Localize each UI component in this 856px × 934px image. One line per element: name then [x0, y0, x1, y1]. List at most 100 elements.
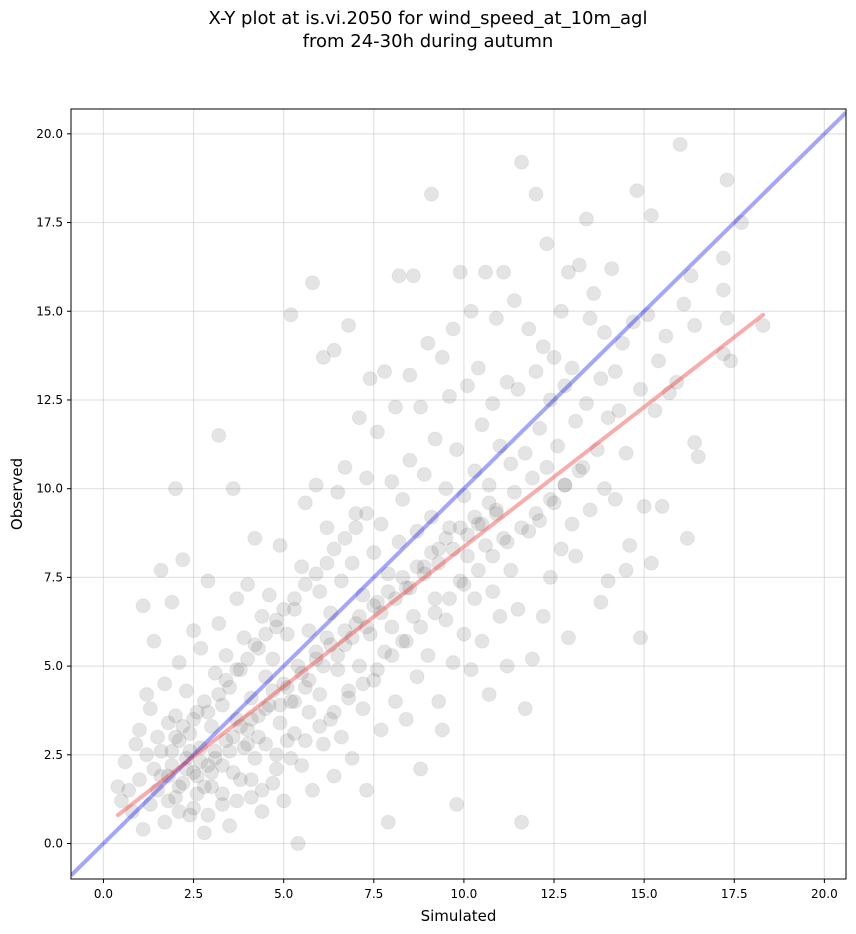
x-axis-label: Simulated — [421, 907, 497, 925]
data-point — [326, 768, 342, 784]
data-point — [308, 651, 324, 667]
data-point — [532, 420, 548, 436]
data-point — [301, 623, 317, 639]
data-point — [553, 541, 569, 557]
data-point — [434, 722, 450, 738]
data-point — [283, 694, 299, 710]
data-point — [135, 598, 151, 614]
data-point — [178, 761, 194, 777]
data-point — [470, 562, 486, 578]
data-point — [420, 647, 436, 663]
data-point — [243, 772, 259, 788]
data-point — [286, 726, 302, 742]
data-point — [362, 371, 378, 387]
data-point — [427, 431, 443, 447]
data-point — [380, 584, 396, 600]
data-point — [196, 694, 212, 710]
data-point — [326, 704, 342, 720]
data-point — [243, 690, 259, 706]
data-point — [586, 286, 602, 302]
data-point — [272, 697, 288, 713]
data-point — [510, 381, 526, 397]
data-point — [557, 477, 573, 493]
data-point — [121, 782, 137, 798]
data-point — [373, 605, 389, 621]
data-point — [488, 506, 504, 522]
data-point — [355, 676, 371, 692]
data-point — [539, 236, 555, 252]
data-point — [438, 481, 454, 497]
data-point — [499, 658, 515, 674]
data-point — [319, 555, 335, 571]
data-point — [204, 765, 220, 781]
data-point — [175, 552, 191, 568]
data-point — [582, 310, 598, 326]
data-point — [333, 573, 349, 589]
data-point — [398, 580, 414, 596]
data-point — [470, 360, 486, 376]
data-point — [344, 630, 360, 646]
data-point — [290, 658, 306, 674]
data-point — [715, 282, 731, 298]
data-point — [478, 537, 494, 553]
data-point — [578, 211, 594, 227]
x-tick-label: 17.5 — [721, 887, 748, 901]
data-point — [441, 520, 457, 536]
data-point — [423, 545, 439, 561]
data-point — [539, 459, 555, 475]
data-point — [441, 591, 457, 607]
data-point — [521, 523, 537, 539]
data-point — [755, 317, 771, 333]
data-point — [131, 722, 147, 738]
data-point — [524, 470, 540, 486]
data-point — [258, 626, 274, 642]
data-point — [625, 314, 641, 330]
data-point — [560, 264, 576, 280]
data-point — [604, 261, 620, 277]
data-point — [546, 495, 562, 511]
data-point — [261, 697, 277, 713]
data-point — [247, 530, 263, 546]
data-point — [380, 566, 396, 582]
data-point — [294, 665, 310, 681]
data-point — [503, 562, 519, 578]
data-point — [398, 633, 414, 649]
data-point — [622, 537, 638, 553]
data-point — [395, 491, 411, 507]
data-point — [344, 750, 360, 766]
data-point — [323, 605, 339, 621]
data-point — [229, 662, 245, 678]
data-point — [294, 757, 310, 773]
data-point — [182, 807, 198, 823]
data-point — [492, 608, 508, 624]
y-tick-label: 17.5 — [36, 216, 63, 230]
data-point — [268, 612, 284, 628]
data-point — [193, 740, 209, 756]
data-point — [351, 608, 367, 624]
x-tick-label: 0.0 — [94, 887, 113, 901]
data-point — [229, 711, 245, 727]
data-point — [211, 686, 227, 702]
data-point — [139, 686, 155, 702]
data-point — [557, 378, 573, 394]
data-point — [643, 207, 659, 223]
data-point — [337, 637, 353, 653]
data-point — [413, 761, 429, 777]
data-point — [297, 733, 313, 749]
data-points — [110, 136, 771, 852]
data-point — [182, 743, 198, 759]
data-point — [384, 619, 400, 635]
data-point — [146, 761, 162, 777]
axis-ticks: 0.0 2.5 5.0 7.5 10.0 12.5 15.0 17.5 20.0 0.0 2.5 5.… — [36, 127, 837, 901]
data-point — [575, 459, 591, 475]
data-point — [377, 364, 393, 380]
data-point — [658, 328, 674, 344]
data-point — [474, 417, 490, 433]
data-point — [323, 711, 339, 727]
data-point — [413, 619, 429, 635]
data-point — [359, 782, 375, 798]
data-point — [232, 772, 248, 788]
data-point — [377, 644, 393, 660]
data-point — [207, 665, 223, 681]
data-point — [272, 715, 288, 731]
